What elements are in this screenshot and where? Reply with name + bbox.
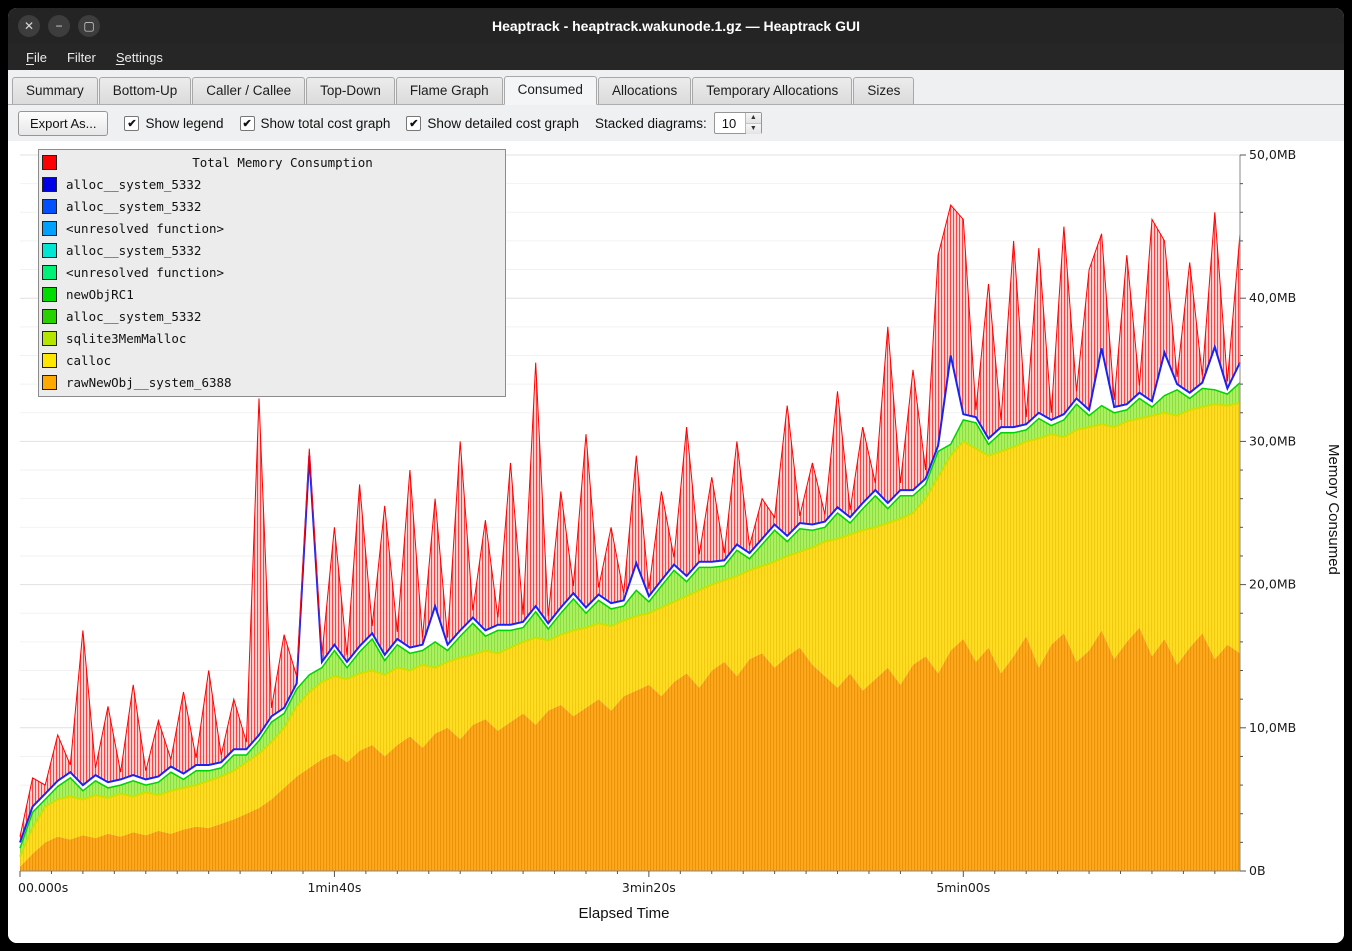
- checkbox-label: Show detailed cost graph: [427, 115, 579, 131]
- maximize-button[interactable]: ▢: [78, 15, 100, 37]
- legend-item: alloc__system_5332: [42, 239, 499, 261]
- window-controls: ✕ − ▢: [18, 15, 100, 37]
- legend-title-row: Total Memory Consumption: [42, 151, 499, 173]
- toolbar-checkboxes: ✔ Show legend ✔ Show total cost graph ✔ Show …: [124, 115, 579, 131]
- y-tick-label: 40,0MB: [1249, 290, 1296, 305]
- toolbar: Export As... ✔ Show legend ✔ Show total cos…: [8, 105, 1344, 141]
- legend-label: alloc__system_5332: [66, 308, 202, 324]
- checkbox-indicator[interactable]: ✔: [124, 115, 140, 131]
- y-tick-label: 20,0MB: [1249, 577, 1296, 592]
- x-tick-label: 1min40s: [307, 880, 361, 895]
- stacked-diagrams-control: Stacked diagrams: 10 ▲ ▼: [595, 112, 762, 134]
- y-tick-label: 0B: [1249, 863, 1266, 878]
- checkbox-label: Show total cost graph: [260, 115, 391, 131]
- legend-color-swatch: [42, 352, 57, 368]
- legend-item: <unresolved function>: [42, 261, 499, 283]
- legend-color-swatch: [42, 330, 57, 346]
- legend-color-swatch: [42, 220, 57, 236]
- legend-title: Total Memory Consumption: [192, 154, 373, 170]
- legend-item: rawNewObj__system_6388: [42, 371, 499, 393]
- tab-temporary-allocations[interactable]: Temporary Allocations: [692, 77, 853, 104]
- legend-label: calloc: [66, 352, 112, 368]
- tab-sizes[interactable]: Sizes: [853, 77, 915, 104]
- y-tick-label: 30,0MB: [1249, 433, 1296, 448]
- legend-title-swatch: [42, 154, 57, 170]
- legend-item: alloc__system_5332: [42, 305, 499, 327]
- legend-color-swatch: [42, 176, 57, 192]
- stacked-diagrams-label: Stacked diagrams:: [594, 115, 707, 131]
- tab-caller-callee[interactable]: Caller / Callee: [192, 77, 306, 104]
- minimize-button[interactable]: −: [48, 15, 70, 37]
- menu-filter[interactable]: Filter: [66, 49, 96, 65]
- checkbox-show-detailed-cost-graph[interactable]: ✔ Show detailed cost graph: [406, 115, 579, 131]
- area-rawnewobj: [20, 627, 1240, 871]
- legend-item: alloc__system_5332: [42, 195, 499, 217]
- tab-bottom-up[interactable]: Bottom-Up: [98, 77, 192, 104]
- memory-consumption-chart[interactable]: 0B 10,0MB 20,0MB 30,0MB 40,0MB 50,0MB 00.000s 1…: [14, 143, 1314, 901]
- line-alloc-system: [19, 343, 1241, 843]
- legend-label: sqlite3MemMalloc: [66, 330, 187, 346]
- checkbox-label: Show legend: [145, 115, 224, 131]
- checkbox-show-legend[interactable]: ✔ Show legend: [124, 115, 224, 131]
- window-title: Heaptrack - heaptrack.wakunode.1.gz — He…: [491, 18, 860, 34]
- checkbox-show-total-cost-graph[interactable]: ✔ Show total cost graph: [239, 115, 391, 131]
- legend-color-swatch: [42, 198, 57, 214]
- legend-color-swatch: [42, 242, 57, 258]
- spin-down-icon[interactable]: ▼: [745, 124, 761, 134]
- x-tick-label: 00.000s: [18, 880, 68, 895]
- chart-legend: Total Memory Consumption alloc__system_53…: [38, 149, 506, 397]
- legend-label: rawNewObj__system_6388: [66, 374, 232, 390]
- spin-arrows: ▲ ▼: [744, 113, 761, 134]
- tab-allocations[interactable]: Allocations: [597, 77, 692, 104]
- legend-label: <unresolved function>: [66, 264, 225, 280]
- legend-item: <unresolved function>: [42, 217, 499, 239]
- legend-item: sqlite3MemMalloc: [42, 327, 499, 349]
- checkbox-indicator[interactable]: ✔: [406, 115, 422, 131]
- y-axis-title: Memory Consumed: [1325, 444, 1342, 575]
- tab-flame-graph[interactable]: Flame Graph: [395, 77, 503, 104]
- tab-top-down[interactable]: Top-Down: [306, 77, 395, 104]
- legend-label: alloc__system_5332: [66, 198, 202, 214]
- chart-region: 0B 10,0MB 20,0MB 30,0MB 40,0MB 50,0MB 00.000s 1…: [8, 141, 1344, 943]
- legend-color-swatch: [42, 374, 57, 390]
- heaptrack-window: ✕ − ▢ Heaptrack - heaptrack.wakunode.1.gz …: [8, 8, 1344, 943]
- tab-consumed[interactable]: Consumed: [503, 76, 597, 105]
- tab-summary[interactable]: Summary: [12, 77, 98, 104]
- close-button[interactable]: ✕: [18, 15, 40, 37]
- tabbar: Summary Bottom-Up Caller / Callee Top-Down F…: [8, 70, 1344, 105]
- stacked-diagrams-value[interactable]: 10: [721, 116, 737, 131]
- x-tick-label: 3min20s: [622, 880, 676, 895]
- legend-label: alloc__system_5332: [66, 242, 202, 258]
- legend-label: alloc__system_5332: [66, 176, 202, 192]
- area-total-memory: [20, 205, 1240, 843]
- y-tick-label: 10,0MB: [1249, 720, 1296, 735]
- legend-item: alloc__system_5332: [42, 173, 499, 195]
- legend-label: <unresolved function>: [66, 220, 225, 236]
- legend-color-swatch: [42, 308, 57, 324]
- checkbox-indicator[interactable]: ✔: [239, 115, 255, 131]
- titlebar[interactable]: ✕ − ▢ Heaptrack - heaptrack.wakunode.1.gz …: [8, 8, 1344, 44]
- legend-item: calloc: [42, 349, 499, 371]
- legend-label: newObjRC1: [66, 286, 134, 302]
- x-axis-title: Elapsed Time: [578, 905, 670, 922]
- export-as-button[interactable]: Export As...: [18, 110, 109, 136]
- x-tick-label: 5min00s: [936, 880, 990, 895]
- stacked-diagrams-spinbox[interactable]: 10 ▲ ▼: [713, 112, 762, 134]
- area-calloc: [20, 402, 1240, 867]
- line-total-memory: [19, 204, 1241, 837]
- legend-color-swatch: [42, 286, 57, 302]
- legend-color-swatch: [42, 264, 57, 280]
- spin-up-icon[interactable]: ▲: [745, 113, 761, 124]
- legend-item: newObjRC1: [42, 283, 499, 305]
- y-tick-label: 50,0MB: [1249, 147, 1296, 162]
